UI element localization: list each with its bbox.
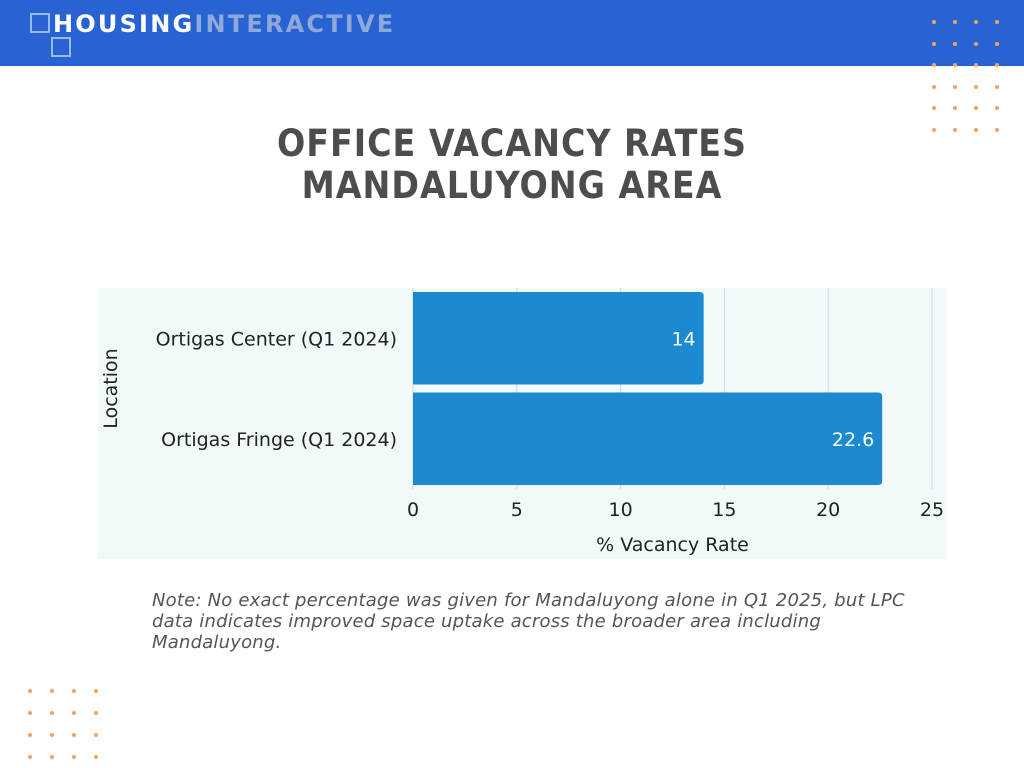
chart-title-line1: OFFICE VACANCY RATES — [276, 122, 748, 165]
x-tick-label: 0 — [407, 499, 419, 521]
dot — [995, 20, 999, 24]
chart-container: 14 Ortigas Center (Q1 2024) 22.6 Ortigas Fr… — [98, 288, 946, 563]
x-tick-label: 15 — [712, 499, 736, 521]
dot — [94, 733, 98, 737]
bar-data-label: 14 — [671, 328, 695, 350]
bar-chart: 14 Ortigas Center (Q1 2024) 22.6 Ortigas Fr… — [98, 288, 946, 559]
dot — [953, 41, 957, 46]
dot — [50, 733, 54, 737]
dot — [72, 755, 76, 759]
dot — [932, 20, 936, 24]
dot — [974, 127, 978, 132]
dot — [974, 84, 978, 89]
dot — [953, 84, 957, 89]
dot — [974, 63, 978, 67]
dot — [932, 106, 936, 110]
dot — [932, 127, 936, 132]
dot — [932, 41, 936, 46]
dot — [72, 711, 76, 715]
dot — [953, 20, 957, 24]
footnote: Note: No exact percentage was given for … — [152, 590, 905, 653]
dot — [94, 755, 98, 759]
brand-part1: HOUSING — [53, 10, 195, 38]
bar-data-label: 22.6 — [832, 429, 874, 451]
dot — [995, 106, 999, 110]
dot — [94, 689, 98, 693]
dot — [995, 41, 999, 46]
dot — [72, 733, 76, 737]
dot — [72, 689, 76, 693]
chart-title-line2: MANDALUYONG AREA — [301, 164, 723, 207]
dot — [995, 84, 999, 89]
y-axis-title: Location — [100, 348, 122, 428]
x-tick-label: 5 — [511, 499, 523, 521]
x-tick-label: 10 — [609, 499, 633, 521]
dot — [953, 127, 957, 132]
logo-square-icon — [30, 13, 50, 33]
brand-logo: HOUSINGINTERACTIVE — [53, 9, 395, 39]
brand-part2: INTERACTIVE — [194, 10, 396, 38]
x-axis-title: % Vacancy Rate — [596, 534, 749, 556]
dot — [28, 711, 32, 715]
x-tick-label: 20 — [816, 499, 840, 521]
dot — [974, 20, 978, 24]
bar — [413, 292, 704, 385]
category-label: Ortigas Center (Q1 2024) — [156, 328, 397, 350]
dot — [974, 41, 978, 46]
dot — [50, 711, 54, 715]
dot — [932, 84, 936, 89]
dot — [28, 755, 32, 759]
dot — [953, 106, 957, 110]
dot — [94, 711, 98, 715]
bar — [413, 392, 883, 485]
dot — [974, 106, 978, 110]
x-tick-label: 25 — [920, 499, 944, 521]
dot — [28, 689, 32, 693]
logo-square-icon — [51, 37, 71, 57]
dot — [28, 733, 32, 737]
dot — [995, 127, 999, 132]
dot — [932, 63, 936, 67]
dot — [50, 755, 54, 759]
category-label: Ortigas Fringe (Q1 2024) — [161, 429, 397, 451]
dot — [50, 689, 54, 693]
header-banner: HOUSINGINTERACTIVE — [0, 0, 1024, 66]
dot — [995, 63, 999, 67]
dot — [953, 63, 957, 67]
